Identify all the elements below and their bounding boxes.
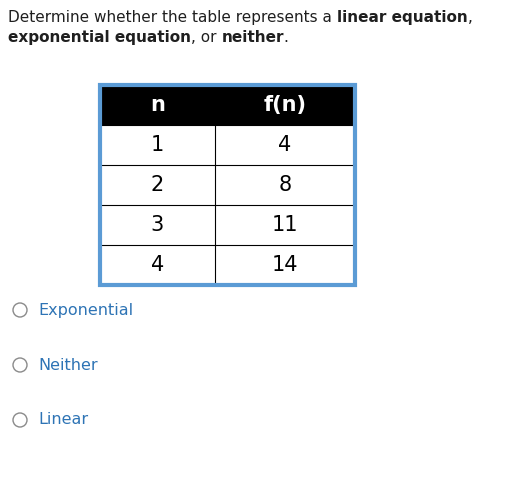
Text: 14: 14 [271, 255, 298, 275]
Bar [100, 245, 354, 285]
Text: f(n): f(n) [263, 95, 306, 115]
Text: linear equation: linear equation [336, 10, 467, 25]
Bar [100, 205, 354, 245]
Text: 4: 4 [151, 255, 164, 275]
Text: neither: neither [221, 30, 284, 45]
Text: Determine whether the table represents a: Determine whether the table represents a [8, 10, 336, 25]
Bar [100, 85, 354, 125]
Text: n: n [150, 95, 164, 115]
Text: ,: , [467, 10, 471, 25]
Text: 4: 4 [278, 135, 291, 155]
Bar [100, 85, 354, 285]
Text: Neither: Neither [38, 357, 97, 373]
Bar [100, 125, 354, 165]
Text: Exponential: Exponential [38, 302, 133, 318]
Text: exponential equation: exponential equation [8, 30, 191, 45]
Text: 8: 8 [278, 175, 291, 195]
Text: , or: , or [191, 30, 221, 45]
Text: 3: 3 [151, 215, 164, 235]
Bar [100, 165, 354, 205]
Text: .: . [284, 30, 288, 45]
Text: 2: 2 [151, 175, 164, 195]
Text: 11: 11 [271, 215, 298, 235]
Text: Linear: Linear [38, 412, 88, 428]
Text: 1: 1 [151, 135, 164, 155]
